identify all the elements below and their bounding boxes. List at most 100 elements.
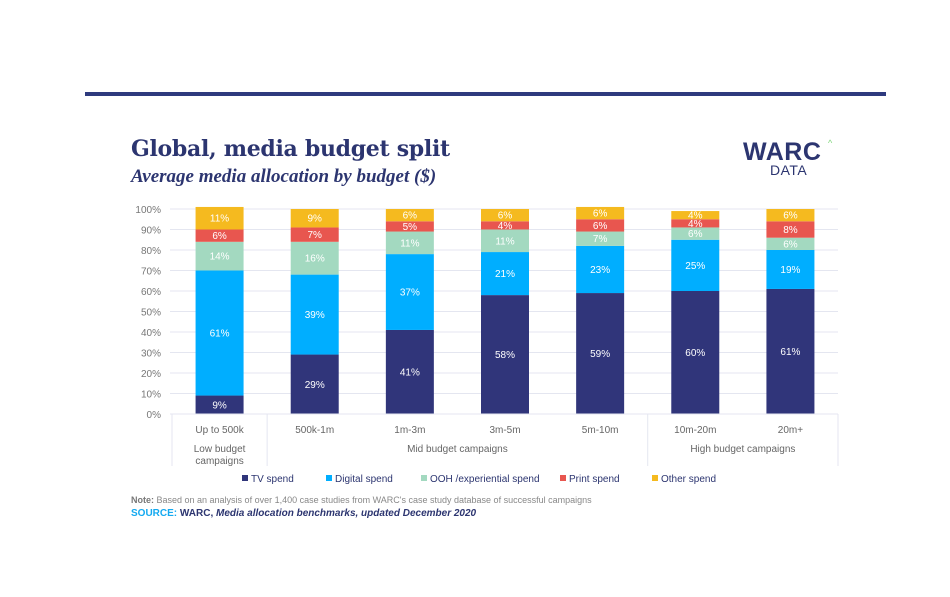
- y-tick-label: 30%: [141, 349, 161, 360]
- data-label: 37%: [400, 288, 420, 299]
- data-label: 23%: [590, 265, 610, 276]
- bar-segment-print-spend: [481, 221, 529, 230]
- data-label: 11%: [400, 238, 419, 249]
- legend-swatch: [242, 475, 248, 481]
- data-label: 29%: [305, 380, 325, 391]
- x-tick-label: 20m+: [778, 425, 803, 436]
- y-tick-label: 40%: [141, 328, 161, 339]
- x-tick-label: Up to 500k: [195, 425, 244, 436]
- y-tick-label: 20%: [141, 369, 161, 380]
- legend-label: Other spend: [661, 474, 716, 485]
- y-tick-label: 90%: [141, 226, 161, 237]
- y-tick-label: 50%: [141, 308, 161, 319]
- bar-segment-ooh-experiential-spend: [766, 237, 815, 250]
- chart-subtitle: Average media allocation by budget ($): [131, 166, 437, 187]
- bar-segment-ooh-experiential-spend: [195, 241, 244, 271]
- x-tick-label: 10m-20m: [674, 425, 716, 436]
- bar-segment-tv-spend: [195, 395, 244, 414]
- bar-segment-tv-spend: [671, 291, 720, 414]
- source-label: SOURCE:: [131, 508, 178, 519]
- bar-segment-digital-spend: [766, 250, 815, 289]
- data-label: 7%: [593, 234, 608, 245]
- logo-caret-icon: ^: [828, 138, 833, 148]
- bar-segment-digital-spend: [481, 252, 529, 296]
- bar-segment-digital-spend: [385, 254, 434, 330]
- data-label: 14%: [210, 252, 230, 263]
- bar-segment-print-spend: [671, 219, 720, 228]
- warc-data-logo: WARC ^ DATA: [743, 138, 843, 178]
- data-label: 4%: [688, 219, 703, 230]
- bar-segment-tv-spend: [766, 288, 815, 414]
- data-label: 60%: [685, 348, 705, 359]
- bar-segment-other-spend: [385, 209, 434, 222]
- data-label: 6%: [403, 211, 418, 222]
- data-label: 61%: [210, 329, 230, 340]
- bar-segment-other-spend: [766, 209, 815, 222]
- y-tick-label: 80%: [141, 246, 161, 257]
- data-label: 6%: [783, 211, 798, 222]
- x-tick-label: 500k-1m: [295, 425, 334, 436]
- x-tick-label: 3m-5m: [489, 425, 520, 436]
- legend-swatch: [326, 475, 332, 481]
- group-label: Mid budget campaigns: [407, 444, 508, 455]
- legend-swatch: [652, 475, 658, 481]
- bar-segment-digital-spend: [671, 239, 720, 291]
- data-label: 21%: [495, 269, 515, 280]
- data-label: 9%: [212, 400, 227, 411]
- bar-segment-ooh-experiential-spend: [290, 241, 339, 275]
- data-label: 8%: [783, 225, 798, 236]
- data-label: 7%: [307, 230, 322, 241]
- logo-subtitle: DATA: [770, 162, 808, 178]
- group-label: Low budget: [194, 444, 246, 455]
- data-label: 11%: [210, 214, 229, 225]
- legend-swatch: [560, 475, 566, 481]
- bar-segment-ooh-experiential-spend: [671, 227, 720, 240]
- y-tick-label: 60%: [141, 287, 161, 298]
- data-label: 61%: [780, 347, 800, 358]
- bar-segment-ooh-experiential-spend: [576, 231, 625, 246]
- source-text: Media allocation benchmarks, updated Dec…: [216, 508, 477, 519]
- bar-segment-tv-spend: [576, 293, 625, 414]
- bar-segment-tv-spend: [481, 295, 529, 414]
- bar-segment-other-spend: [290, 209, 339, 228]
- bar-segment-print-spend: [290, 227, 339, 242]
- note-label: Note:: [131, 495, 154, 505]
- bar-segment-digital-spend: [195, 270, 244, 396]
- bar-segment-print-spend: [195, 229, 244, 242]
- data-label: 11%: [495, 236, 514, 247]
- data-label: 19%: [780, 265, 800, 276]
- source-org: WARC,: [177, 508, 217, 519]
- y-tick-label: 0%: [147, 410, 162, 421]
- data-label: 16%: [305, 254, 325, 265]
- bar-segment-other-spend: [195, 206, 244, 230]
- data-label: 25%: [685, 261, 705, 272]
- bar-segment-other-spend: [576, 206, 625, 220]
- bar-segment-ooh-experiential-spend: [385, 231, 434, 255]
- chart-title: Global, media budget split: [131, 136, 450, 162]
- footer-note: Note: Based on an analysis of over 1,400…: [131, 495, 592, 505]
- data-label: 39%: [305, 310, 325, 321]
- group-label: High budget campaigns: [690, 444, 795, 455]
- data-label: 4%: [498, 221, 513, 232]
- legend-label: Print spend: [569, 474, 620, 485]
- data-label: 41%: [400, 367, 420, 378]
- y-tick-label: 70%: [141, 267, 161, 278]
- bar-segment-print-spend: [576, 219, 625, 232]
- x-tick-label: 1m-3m: [394, 425, 425, 436]
- note-text: Based on an analysis of over 1,400 case …: [154, 495, 592, 505]
- x-tick-label: 5m-10m: [582, 425, 619, 436]
- bar-segment-digital-spend: [576, 245, 625, 294]
- data-label: 59%: [590, 349, 610, 360]
- header-divider: [85, 92, 886, 96]
- bar-segment-print-spend: [385, 221, 434, 232]
- logo-wordmark: WARC: [743, 138, 822, 166]
- data-label: 6%: [498, 211, 513, 222]
- bar-segment-other-spend: [671, 211, 720, 220]
- data-label: 5%: [403, 222, 418, 233]
- data-label: 6%: [783, 239, 798, 250]
- y-tick-label: 10%: [141, 390, 161, 401]
- data-label: 6%: [593, 221, 608, 232]
- bar-segment-other-spend: [481, 209, 529, 222]
- data-label: 58%: [495, 350, 515, 361]
